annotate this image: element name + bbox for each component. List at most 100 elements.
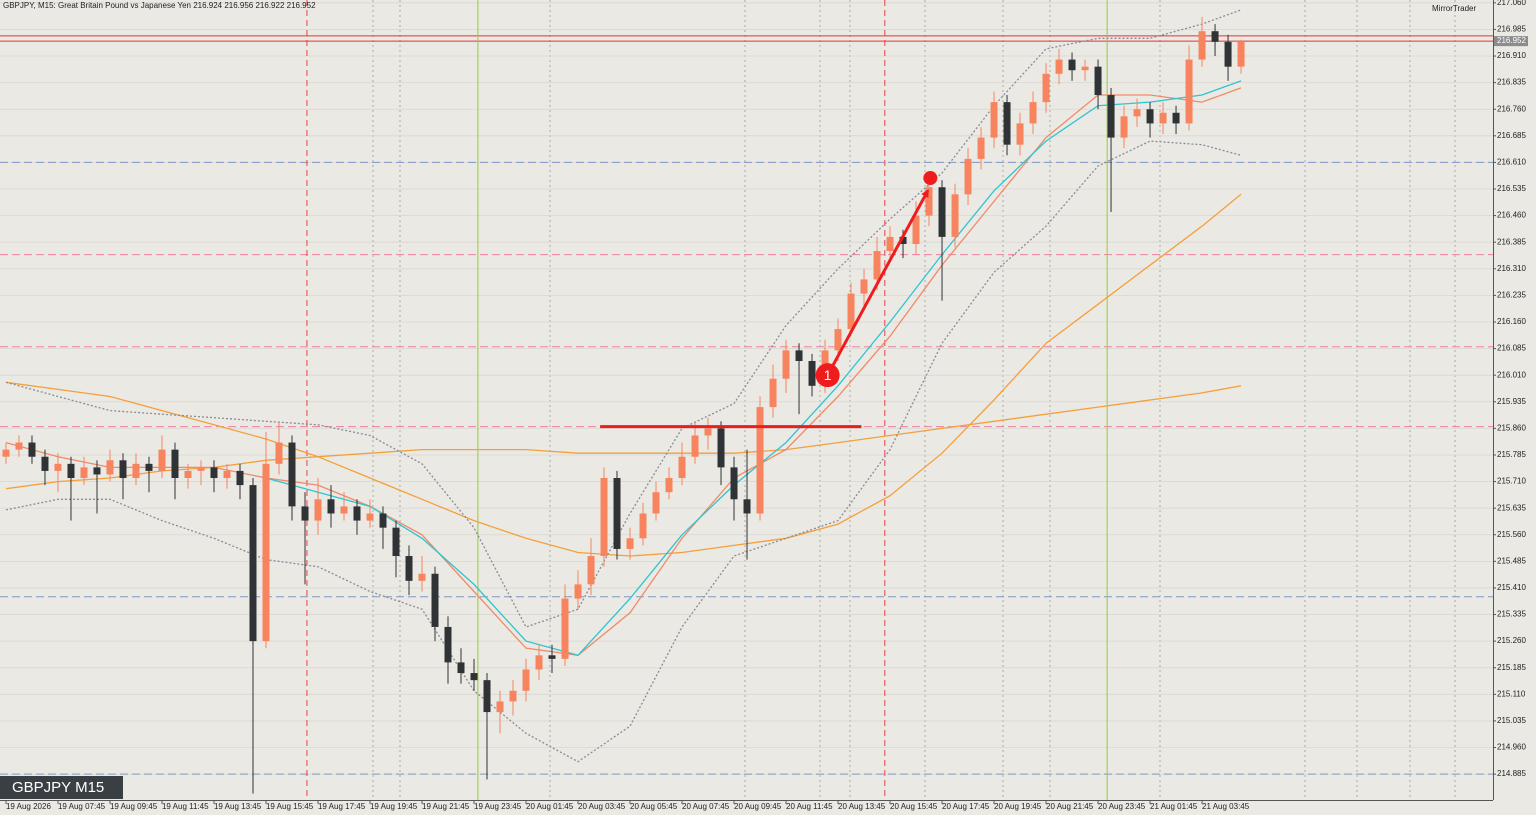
x-tick-label: 19 Aug 21:45 — [422, 802, 470, 811]
candle-body — [54, 463, 62, 471]
x-tick-label: 20 Aug 15:45 — [890, 802, 938, 811]
x-tick-label: 20 Aug 13:45 — [838, 802, 886, 811]
candle-body — [197, 467, 205, 471]
x-tick-label: 20 Aug 23:45 — [1098, 802, 1146, 811]
x-tick-label: 20 Aug 09:45 — [734, 802, 782, 811]
y-tick-label: 216.085 — [1497, 344, 1526, 353]
candle-body — [925, 187, 933, 216]
candle-body — [769, 378, 777, 408]
x-tick-label: 19 Aug 15:45 — [266, 802, 314, 811]
x-tick-label: 20 Aug 19:45 — [994, 802, 1042, 811]
candle-body — [938, 187, 946, 237]
candle-body — [301, 506, 309, 521]
indicator-line — [5, 140, 1242, 763]
axes: 217.060 216.985 216.910 216.835 216.760 216.6… — [5, 0, 1528, 811]
candle-body — [1159, 112, 1167, 124]
x-tick-label: 19 Aug 09:45 — [110, 802, 158, 811]
candle-body — [860, 279, 868, 294]
candle-body — [405, 556, 413, 581]
candle-body — [600, 478, 608, 557]
candle-body — [171, 449, 179, 479]
candle-body — [561, 598, 569, 659]
candle-body — [535, 655, 543, 670]
candle-body — [483, 680, 491, 713]
y-tick-label: 216.985 — [1497, 25, 1526, 34]
y-tick-label: 214.960 — [1497, 743, 1526, 752]
x-tick-label: 20 Aug 05:45 — [630, 802, 678, 811]
candle-body — [145, 463, 153, 471]
y-tick-label: 216.535 — [1497, 184, 1526, 193]
y-tick-label: 215.260 — [1497, 636, 1526, 645]
candle-body — [1055, 59, 1063, 74]
candle-body — [444, 626, 452, 663]
y-tick-label: 216.235 — [1497, 290, 1526, 299]
candle-body — [28, 442, 36, 457]
candle-body — [665, 478, 673, 493]
x-tick-label: 19 Aug 19:45 — [370, 802, 418, 811]
candle-body — [119, 460, 127, 479]
y-tick-label: 216.610 — [1497, 158, 1526, 167]
candle-body — [470, 673, 478, 681]
candle-body — [717, 428, 725, 468]
candle-body — [847, 293, 855, 330]
candle-body — [1211, 31, 1219, 42]
candle-body — [2, 449, 10, 457]
y-tick-label: 215.860 — [1497, 423, 1526, 432]
candle-body — [1068, 59, 1076, 71]
price-tag-box — [1494, 36, 1528, 47]
arrow — [826, 189, 930, 376]
x-tick-label: 19 Aug 2026 — [6, 802, 51, 811]
candle-body — [1029, 102, 1037, 124]
candle-body — [353, 506, 361, 521]
candle-body — [652, 492, 660, 514]
candle-body — [288, 442, 296, 507]
plot: 1 — [0, 0, 1493, 800]
y-tick-label: 216.010 — [1497, 370, 1526, 379]
y-tick-label: 215.560 — [1497, 530, 1526, 539]
candle-body — [626, 538, 634, 549]
candle-body — [1172, 112, 1180, 124]
candle-body — [314, 499, 322, 521]
candle-body — [379, 513, 387, 528]
y-tick-label: 215.635 — [1497, 503, 1526, 512]
candle-body — [106, 460, 114, 475]
x-tick-label: 20 Aug 07:45 — [682, 802, 730, 811]
marker-dot — [815, 363, 840, 388]
x-tick-label: 20 Aug 11:45 — [786, 802, 833, 811]
candle-body — [392, 527, 400, 557]
candle-body — [782, 350, 790, 379]
y-tick-label: 215.710 — [1497, 477, 1526, 486]
candle-body — [964, 158, 972, 195]
marker-label: 1 — [824, 367, 832, 383]
y-tick-label: 216.835 — [1497, 78, 1526, 87]
candle-body — [366, 513, 374, 521]
x-tick-label: 19 Aug 17:45 — [318, 802, 366, 811]
candle-body — [1237, 41, 1245, 67]
candle-body — [1107, 95, 1115, 138]
target-dot — [923, 171, 938, 186]
candle-body — [431, 573, 439, 627]
candle-body — [340, 506, 348, 514]
y-tick-label: 217.060 — [1497, 0, 1526, 7]
y-tick-label: 216.385 — [1497, 237, 1526, 246]
x-tick-label: 19 Aug 07:45 — [58, 802, 106, 811]
candle-body — [795, 350, 803, 361]
y-tick-label: 216.460 — [1497, 211, 1526, 220]
candle-body — [15, 442, 23, 450]
candle-body — [1146, 109, 1154, 124]
candle-body — [1003, 102, 1011, 145]
candle-body — [756, 407, 764, 514]
candle-body — [548, 655, 556, 659]
x-tick-label: 20 Aug 21:45 — [1046, 802, 1094, 811]
y-tick-label: 216.310 — [1497, 264, 1526, 273]
y-tick-label: 215.185 — [1497, 663, 1526, 672]
candle-body — [1016, 123, 1024, 145]
candle-body — [522, 669, 530, 691]
candle-body — [158, 449, 166, 471]
candle-body — [262, 463, 270, 642]
x-tick-label: 20 Aug 17:45 — [942, 802, 990, 811]
candle-body — [275, 442, 283, 464]
candle-body — [990, 102, 998, 138]
y-tick-label: 215.485 — [1497, 556, 1526, 565]
